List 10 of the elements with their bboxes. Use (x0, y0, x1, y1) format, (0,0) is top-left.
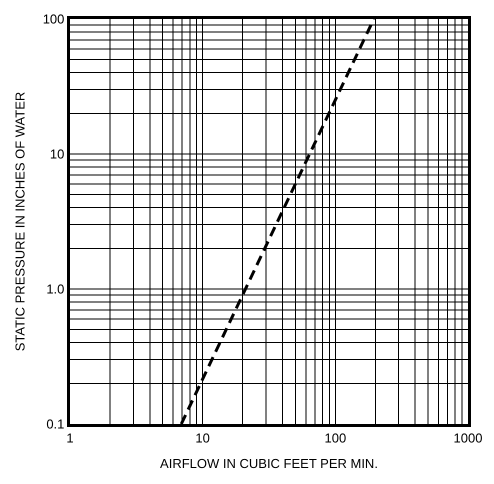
y-tick-label: 0.1 (46, 416, 64, 432)
y-tick-label: 10 (50, 146, 64, 162)
x-tick-label: 1 (66, 430, 74, 446)
x-tick-label: 1000 (454, 430, 482, 446)
y-axis-title: STATIC PRESSURE IN INCHES OF WATER (12, 92, 28, 352)
y-tick-label: 100 (42, 12, 64, 27)
x-axis-title: AIRFLOW IN CUBIC FEET PER MIN. (160, 456, 378, 472)
x-tick-label: 100 (324, 430, 346, 446)
x-tick-label: 10 (195, 430, 210, 446)
y-tick-label: 1.0 (46, 282, 64, 297)
